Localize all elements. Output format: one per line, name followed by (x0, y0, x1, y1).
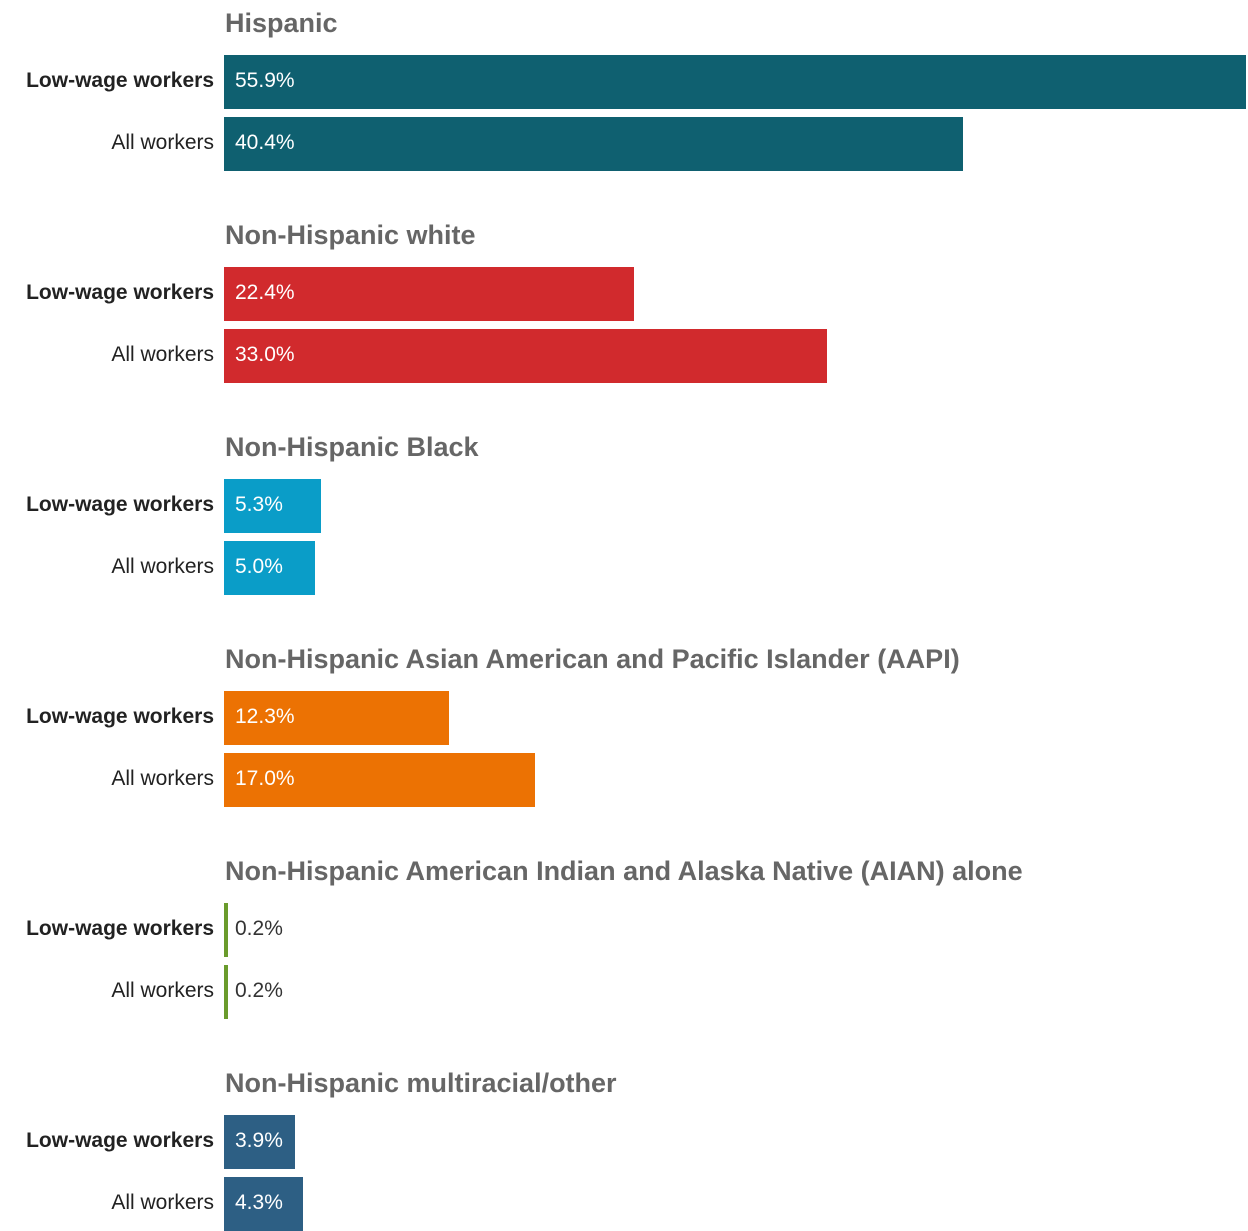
bar (224, 55, 1246, 109)
bar (224, 965, 228, 1019)
group-title: Hispanic (225, 8, 338, 38)
group-title: Non-Hispanic white (225, 220, 476, 250)
row-label: All workers (111, 1191, 214, 1214)
bar-value-label: 40.4% (235, 131, 295, 154)
bar-value-label: 0.2% (235, 979, 283, 1002)
row-label: All workers (111, 131, 214, 154)
row-label: Low-wage workers (26, 281, 214, 304)
bar (224, 329, 828, 383)
bar-value-label: 17.0% (235, 767, 295, 790)
bar-value-label: 5.3% (235, 493, 283, 516)
bar-value-label: 0.2% (235, 917, 283, 940)
bar (224, 903, 228, 957)
bar-value-label: 4.3% (235, 1191, 283, 1214)
group-title: Non-Hispanic Asian American and Pacific … (225, 644, 960, 674)
bar-value-label: 55.9% (235, 69, 295, 92)
row-label: All workers (111, 979, 214, 1002)
bar (224, 1115, 296, 1169)
group-title: Non-Hispanic American Indian and Alaska … (225, 856, 1023, 886)
row-label: All workers (111, 767, 214, 790)
row-label: All workers (111, 343, 214, 366)
group-title: Non-Hispanic multiracial/other (225, 1068, 617, 1098)
row-label: Low-wage workers (26, 705, 214, 728)
bar-value-label: 3.9% (235, 1129, 283, 1152)
bar (224, 541, 316, 595)
bar (224, 117, 963, 171)
bar-value-label: 12.3% (235, 705, 295, 728)
bar (224, 267, 634, 321)
bar-value-label: 33.0% (235, 343, 295, 366)
row-label: Low-wage workers (26, 1129, 214, 1152)
row-label: Low-wage workers (26, 69, 214, 92)
bar (224, 479, 321, 533)
group-title: Non-Hispanic Black (225, 432, 479, 462)
bar (224, 753, 535, 807)
row-label: All workers (111, 555, 214, 578)
bar-value-label: 22.4% (235, 281, 295, 304)
bar (224, 691, 449, 745)
bar (224, 1177, 303, 1231)
row-label: Low-wage workers (26, 917, 214, 940)
row-label: Low-wage workers (26, 493, 214, 516)
bar-value-label: 5.0% (235, 555, 283, 578)
